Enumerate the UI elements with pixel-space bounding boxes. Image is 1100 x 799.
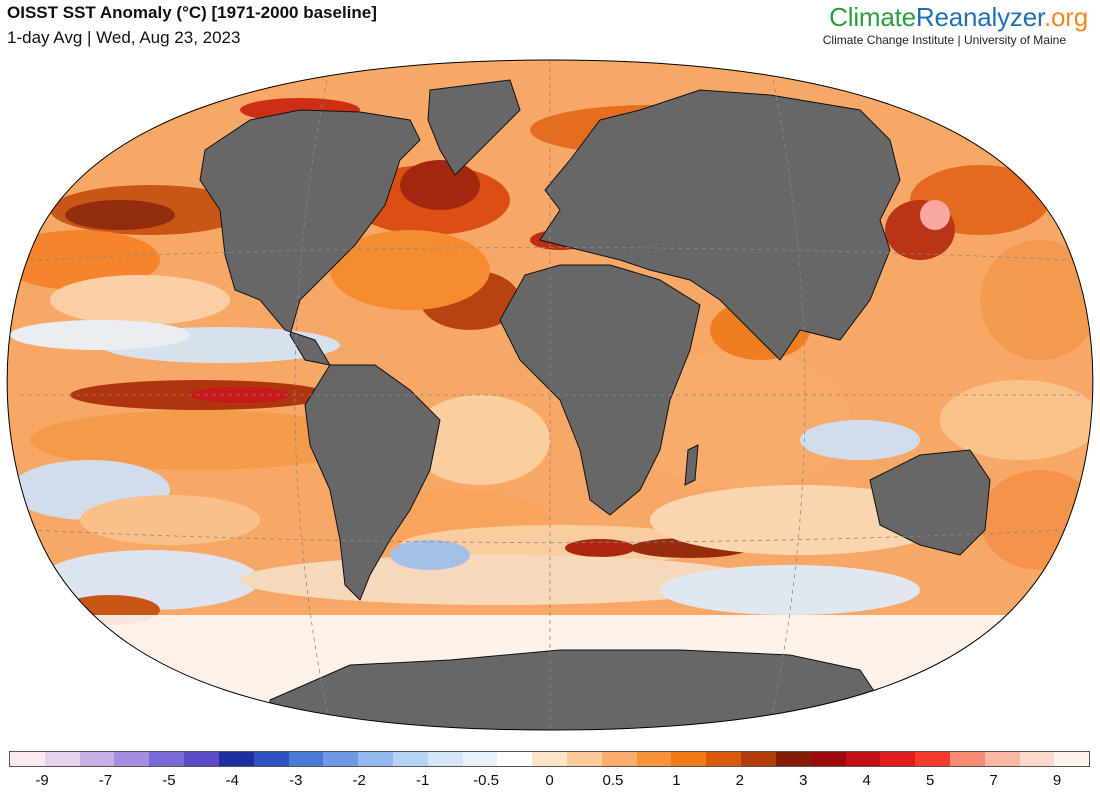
legend-swatch (880, 752, 916, 766)
legend-swatch (497, 752, 533, 766)
map-title: OISST SST Anomaly (°C) [1971-2000 baseli… (7, 3, 377, 22)
legend-swatch (1019, 752, 1055, 766)
legend-tick-label: 4 (862, 772, 871, 789)
legend-tick-label: 0 (545, 772, 554, 789)
brand-credit: Climate Change Institute | University of… (822, 33, 1066, 47)
legend-swatch (323, 752, 359, 766)
legend-swatch (706, 752, 742, 766)
brand-part-climate: Climate (829, 2, 916, 32)
antarctica (269, 649, 881, 730)
north-america (199, 109, 421, 366)
eurasia (539, 89, 901, 361)
legend-swatch (184, 752, 219, 766)
legend-swatch (218, 752, 254, 766)
globe-outline (6, 59, 1094, 731)
legend-swatch (915, 752, 950, 766)
legend-tick-label: 9 (1052, 772, 1062, 789)
legend-swatch (532, 752, 567, 766)
legend-tick-label: -1 (415, 772, 430, 789)
greenland (427, 79, 521, 176)
legend-swatch (984, 752, 1020, 766)
graticule (20, 60, 1080, 730)
legend-swatch (427, 752, 463, 766)
south-america (304, 364, 441, 601)
legend-tick-label: 5 (925, 772, 935, 789)
legend-swatch (1054, 752, 1090, 766)
brand-logo[interactable]: ClimateReanalyzer.org (829, 2, 1088, 33)
brand-part-reanalyzer: Reanalyzer (915, 2, 1044, 32)
legend-tick-label: -2 (352, 772, 366, 789)
legend-swatch (671, 752, 707, 766)
legend-swatch (253, 752, 289, 766)
legend-swatch (462, 752, 498, 766)
legend-tick-label: 0.5 (602, 772, 624, 789)
map-subtitle: 1-day Avg | Wed, Aug 23, 2023 (7, 28, 241, 47)
legend-tick-label: -5 (162, 772, 176, 789)
brand-part-org: .org (1043, 2, 1088, 32)
legend-swatch (114, 752, 150, 766)
legend-swatch (10, 752, 45, 766)
legend-tick-label: -7 (98, 772, 113, 789)
anomaly-patches (7, 98, 1093, 625)
legend-tick-label: 7 (989, 772, 998, 789)
legend-tick-label: -0.5 (473, 772, 499, 789)
australia (869, 449, 991, 556)
legend-swatch (79, 752, 115, 766)
legend-swatch (567, 752, 602, 766)
legend-swatch (845, 752, 881, 766)
legend-tick-label: 3 (799, 772, 808, 789)
legend-tick-label: -3 (289, 772, 303, 789)
legend-tick-label: 1 (672, 772, 681, 789)
legend-swatch (392, 752, 428, 766)
color-legend-ticks: -9 -7 -5 -4 -3 -2 -1 -0.5 0 0.5 1 2 3 4 5 7 9 (0, 772, 1100, 792)
legend-swatch (949, 752, 985, 766)
legend-swatch (149, 752, 185, 766)
legend-swatch (636, 752, 672, 766)
legend-swatch (601, 752, 637, 766)
legend-tick-label: 2 (735, 772, 744, 789)
legend-swatch (288, 752, 324, 766)
legend-swatch (741, 752, 776, 766)
legend-swatch (810, 752, 846, 766)
madagascar (684, 444, 699, 486)
legend-swatch (775, 752, 811, 766)
legend-tick-label: -4 (225, 772, 239, 789)
legend-swatch (44, 752, 80, 766)
legend-tick-label: -9 (35, 772, 49, 789)
color-legend-bar (9, 751, 1090, 767)
legend-swatch (358, 752, 393, 766)
